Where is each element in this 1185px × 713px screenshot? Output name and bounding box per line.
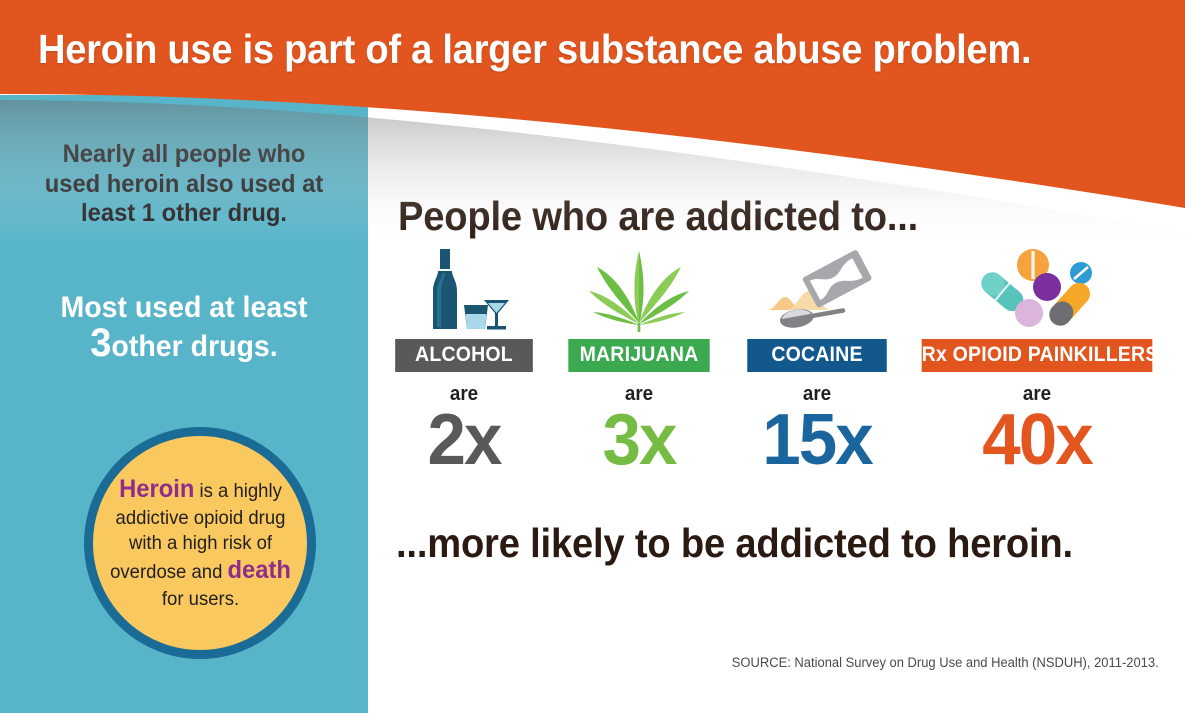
multiplier-rx-opioid: 40x bbox=[982, 400, 1093, 481]
alcohol-bottle-glass-icon bbox=[433, 249, 509, 330]
cocaine-razor-powder-icon bbox=[767, 250, 872, 328]
are-label-alcohol: are bbox=[449, 383, 479, 406]
multiplier-marijuana: 3x bbox=[602, 400, 677, 481]
are-label-rx-opioid: are bbox=[1022, 383, 1052, 406]
sidebar-stat-number: 3 bbox=[90, 321, 112, 366]
column-cocaine: COCAINE are 15x bbox=[742, 245, 892, 477]
substance-columns: ALCOHOL are 2x bbox=[368, 245, 1185, 505]
pills-capsules-icon bbox=[981, 249, 1092, 327]
main-heading: People who are addicted to... bbox=[398, 193, 919, 239]
main-footer-statement: ...more likely to be addicted to heroin. bbox=[396, 520, 1073, 566]
marijuana-icon-wrap bbox=[563, 245, 715, 333]
label-cocaine: COCAINE bbox=[747, 339, 887, 373]
sidebar-stat-secondary-line1: Most used at least bbox=[60, 291, 308, 324]
are-label-marijuana: are bbox=[624, 383, 654, 406]
main-panel: People who are addicted to... bbox=[368, 95, 1185, 713]
label-alcohol: ALCOHOL bbox=[395, 339, 533, 373]
sidebar-stat-secondary-tail: other drugs. bbox=[111, 330, 278, 364]
pills-icon-wrap bbox=[913, 245, 1161, 333]
sidebar-stat-secondary-line2: 3other drugs. bbox=[32, 323, 336, 364]
page-title: Heroin use is part of a larger substance… bbox=[38, 26, 1032, 72]
heroin-definition-callout: Heroin is a highly addictive opioid drug… bbox=[84, 427, 316, 659]
callout-body-1: is a highly addictive opioid drug with a… bbox=[109, 480, 285, 584]
column-marijuana: MARIJUANA are 3x bbox=[563, 245, 715, 477]
callout-keyword-heroin: Heroin bbox=[118, 475, 194, 504]
marijuana-leaf-icon bbox=[589, 251, 689, 332]
column-rx-opioid: Rx OPIOID PAINKILLERS are 40x bbox=[913, 245, 1161, 477]
label-rx-opioid: Rx OPIOID PAINKILLERS bbox=[921, 339, 1158, 373]
cocaine-icon-wrap bbox=[742, 245, 892, 333]
source-citation: SOURCE: National Survey on Drug Use and … bbox=[732, 655, 1159, 670]
column-alcohol: ALCOHOL are 2x bbox=[390, 245, 538, 477]
callout-body-2: for users. bbox=[161, 588, 239, 611]
are-label-cocaine: are bbox=[802, 383, 832, 406]
alcohol-icon-wrap bbox=[390, 245, 538, 333]
multiplier-cocaine: 15x bbox=[762, 400, 873, 481]
multiplier-alcohol: 2x bbox=[427, 400, 502, 481]
sidebar-stat-secondary: Most used at least 3other drugs. bbox=[32, 290, 336, 365]
label-marijuana: MARIJUANA bbox=[568, 339, 710, 373]
callout-keyword-death: death bbox=[227, 556, 291, 585]
callout-text: Heroin is a highly addictive opioid drug… bbox=[103, 474, 298, 612]
sidebar-stat-primary: Nearly all people who used heroin also u… bbox=[44, 140, 324, 227]
